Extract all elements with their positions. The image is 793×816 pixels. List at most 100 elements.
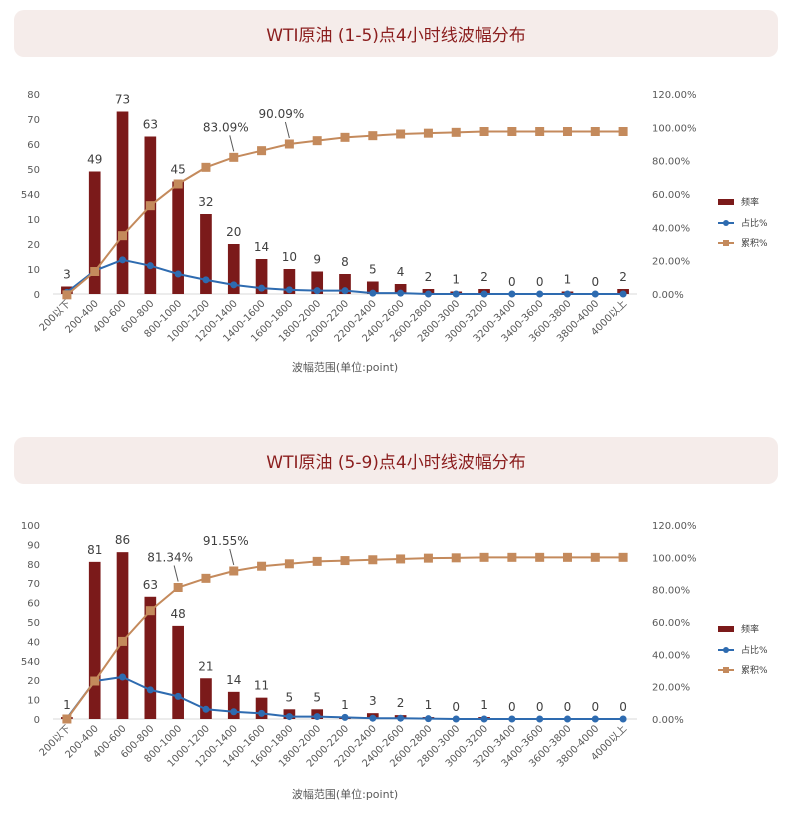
share-point	[230, 281, 238, 289]
bar-value-label: 0	[564, 700, 572, 714]
bar	[366, 281, 379, 294]
cumulative-point	[507, 127, 517, 136]
y-tick-label: 540	[21, 190, 40, 201]
bar-value-label: 21	[198, 659, 213, 673]
cumulative-point	[618, 552, 628, 562]
annotation-leader	[229, 135, 235, 152]
bar-value-label: 9	[313, 253, 321, 267]
bar-value-label: 11	[254, 679, 269, 693]
share-point	[563, 290, 571, 298]
bar	[88, 171, 101, 294]
cumulative-point	[562, 552, 572, 562]
cumulative-point	[479, 127, 489, 136]
bar-value-label: 3	[369, 694, 377, 708]
share-point	[424, 715, 432, 723]
legend-marker-cumulative	[723, 240, 729, 246]
bar	[200, 214, 212, 294]
bar-value-label: 2	[425, 270, 433, 284]
cumulative-point	[451, 127, 461, 137]
share-point	[313, 287, 321, 295]
share-point	[591, 715, 599, 723]
y-tick-label: 10	[27, 696, 40, 707]
share-point	[536, 290, 544, 298]
share-point	[536, 715, 544, 723]
legend-marker-cumulative	[723, 667, 729, 673]
share-point	[508, 290, 516, 298]
y-tick-label: 40	[27, 637, 40, 648]
y2-tick-label: 60.00%	[652, 618, 690, 629]
bar-value-label: 1	[425, 698, 433, 712]
share-point	[146, 686, 154, 694]
bar-value-label: 4	[397, 265, 405, 279]
bar-value-label: 32	[198, 195, 213, 209]
annotation-label: 91.55%	[203, 534, 249, 548]
bar-value-label: 2	[480, 270, 488, 284]
y-tick-label: 540	[21, 657, 40, 668]
bar	[283, 269, 296, 294]
share-point	[397, 289, 405, 297]
cumulative-point	[312, 556, 322, 566]
bar-value-label: 86	[115, 533, 130, 547]
chart-1-title: WTI原油 (1-5)点4小时线波幅分布	[14, 10, 778, 57]
cumulative-point	[535, 552, 545, 562]
bar-value-label: 0	[536, 700, 544, 714]
y-tick-label: 50	[27, 618, 40, 629]
share-point	[508, 715, 516, 723]
annotation-label: 90.09%	[258, 107, 304, 121]
cumulative-point	[145, 606, 155, 616]
cumulative-point	[257, 561, 267, 571]
bar-value-label: 45	[171, 163, 186, 177]
bar-value-label: 5	[286, 690, 294, 704]
y-tick-label: 0	[34, 290, 40, 301]
bar-value-label: 3	[63, 268, 71, 282]
cumulative-point	[396, 554, 406, 564]
bar-value-label: 20	[226, 225, 241, 239]
bar	[172, 625, 184, 719]
share-point	[452, 715, 460, 723]
share-point	[258, 709, 266, 717]
bar-value-label: 5	[313, 690, 321, 704]
share-point	[480, 290, 488, 298]
cumulative-point	[284, 559, 294, 569]
cumulative-point	[173, 583, 183, 593]
share-point	[397, 714, 405, 722]
cumulative-point	[229, 152, 239, 162]
share-point	[285, 713, 293, 721]
cumulative-point	[145, 201, 155, 211]
bar-value-label: 0	[619, 700, 627, 714]
cumulative-point	[62, 714, 72, 724]
chart-2: 010205404050607080901000.00%20.00%40.00%…	[21, 521, 768, 801]
annotation-label: 83.09%	[203, 120, 249, 134]
bar-value-label: 0	[536, 275, 544, 289]
bar-value-label: 0	[591, 275, 599, 289]
y2-tick-label: 40.00%	[652, 650, 690, 661]
bar	[172, 181, 184, 294]
y-tick-label: 90	[27, 540, 40, 551]
y2-tick-label: 0.00%	[652, 290, 684, 301]
share-point	[174, 270, 182, 278]
bar	[144, 596, 157, 719]
bar-value-label: 1	[63, 698, 71, 712]
y-tick-label: 70	[27, 115, 40, 126]
y2-tick-label: 120.00%	[652, 90, 697, 101]
cumulative-point	[618, 127, 628, 136]
x-axis-title: 波幅范围(单位:point)	[292, 360, 398, 374]
share-point	[563, 715, 571, 723]
bar-value-label: 14	[254, 240, 269, 254]
cumulative-point	[590, 552, 600, 562]
bar	[88, 561, 101, 719]
share-point	[341, 287, 349, 295]
share-point	[341, 713, 349, 721]
y2-tick-label: 100.00%	[652, 553, 697, 564]
bar-value-label: 1	[480, 698, 488, 712]
cumulative-point	[451, 553, 461, 563]
legend-swatch-bar	[718, 199, 734, 205]
y2-tick-label: 120.00%	[652, 521, 697, 532]
y-tick-label: 100	[21, 521, 40, 532]
share-point	[452, 290, 460, 298]
y-tick-label: 80	[27, 90, 40, 101]
bar	[311, 271, 324, 294]
share-point	[202, 705, 210, 713]
bar-value-label: 2	[397, 696, 405, 710]
bar	[394, 284, 407, 294]
